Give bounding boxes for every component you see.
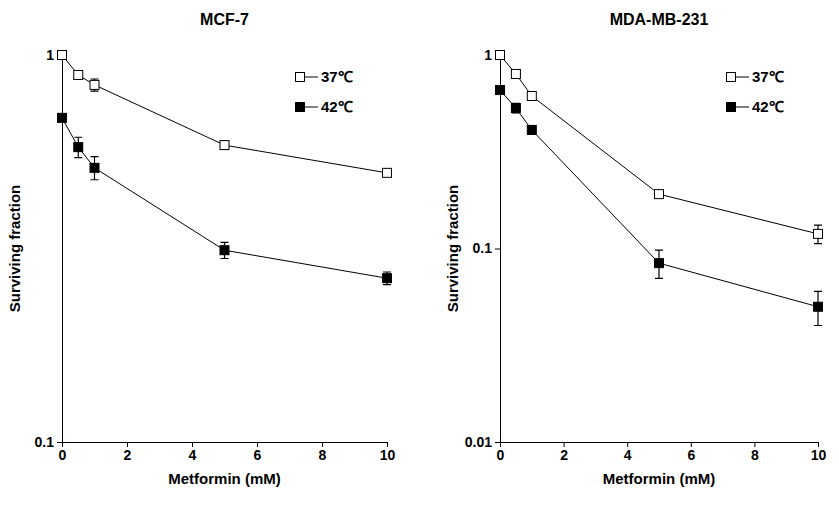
x-axis-title: Metformin (mM) <box>168 470 281 487</box>
x-tick-label: 4 <box>624 447 632 463</box>
x-tick-label: 0 <box>497 447 505 463</box>
error-bar <box>221 141 229 150</box>
x-tick: 4 <box>624 442 632 463</box>
data-point <box>220 246 229 255</box>
data-point <box>496 51 505 60</box>
series-line <box>500 55 818 234</box>
x-tick: 2 <box>560 442 568 463</box>
chart-title: MCF-7 <box>200 11 249 28</box>
y-tick-mark <box>57 442 62 443</box>
data-point <box>58 113 67 122</box>
x-tick-label: 0 <box>59 447 67 463</box>
data-point <box>90 163 99 172</box>
x-tick-label: 6 <box>687 447 695 463</box>
figure: 02468100.11MCF-7Metformin (mM)Surviving … <box>0 0 839 529</box>
y-tick-label: 1 <box>46 47 54 63</box>
x-tick: 6 <box>254 442 262 463</box>
x-tick: 10 <box>811 442 827 463</box>
data-point <box>220 141 229 150</box>
x-tick: 6 <box>687 442 695 463</box>
x-tick-label: 8 <box>751 447 759 463</box>
legend-label: 42℃ <box>321 98 353 115</box>
x-axis-line <box>501 443 819 448</box>
y-tick: 0.1 <box>473 240 500 256</box>
error-bar <box>814 291 822 325</box>
error-bar <box>91 157 99 180</box>
y-tick-label: 0.1 <box>473 240 493 256</box>
error-bar <box>814 225 822 243</box>
data-point <box>74 70 83 79</box>
legend: 37℃ 42℃ <box>296 68 353 115</box>
y-axis: 0.01 0.1 1 <box>465 47 501 450</box>
y-tick-mark <box>495 249 500 250</box>
y-axis-title: Surviving fraction <box>6 185 23 313</box>
data-point <box>511 104 520 113</box>
data-point <box>90 80 99 89</box>
series-line <box>500 90 818 307</box>
y-tick-label: 0.01 <box>465 434 492 450</box>
x-tick: 10 <box>380 442 396 463</box>
data-point <box>527 91 536 100</box>
x-tick-label: 2 <box>560 447 568 463</box>
x-tick: 0 <box>59 442 67 463</box>
plot-area <box>496 51 823 326</box>
y-axis-title: Surviving fraction <box>444 185 461 313</box>
error-bar <box>91 79 99 91</box>
data-point <box>496 86 505 95</box>
legend-label: 37℃ <box>321 68 353 85</box>
error-bar <box>655 250 663 278</box>
panel: 0 2 4 6 8 10 0.01 0.1 1 MDA-MB-231 Metformin (mM) S… <box>444 11 826 487</box>
x-tick: 2 <box>124 442 132 463</box>
x-tick: 4 <box>189 442 197 463</box>
legend: 37℃ 42℃ <box>727 68 784 115</box>
series-line <box>62 118 387 278</box>
panel: 02468100.11MCF-7Metformin (mM)Surviving … <box>6 11 395 487</box>
legend-marker <box>727 103 736 112</box>
y-tick-mark <box>495 442 500 443</box>
y-tick: 0.1 <box>35 434 62 450</box>
y-tick-label: 0.1 <box>35 434 55 450</box>
x-axis: 0 2 4 6 8 10 <box>59 442 396 463</box>
legend-label: 37℃ <box>752 68 784 85</box>
data-point <box>383 168 392 177</box>
data-point <box>527 125 536 134</box>
data-point <box>511 69 520 78</box>
x-tick: 8 <box>319 442 327 463</box>
data-point <box>74 143 83 152</box>
x-tick-label: 4 <box>189 447 197 463</box>
error-bar <box>74 137 82 157</box>
error-bar <box>221 242 229 258</box>
y-tick: 0.01 <box>465 434 500 450</box>
plot-area <box>58 51 392 285</box>
x-axis-title: Metformin (mM) <box>603 470 716 487</box>
data-point <box>655 259 664 268</box>
data-point <box>814 229 823 238</box>
x-tick-label: 10 <box>380 447 396 463</box>
x-axis: 0 2 4 6 8 10 <box>497 442 827 463</box>
data-point <box>814 302 823 311</box>
x-tick-label: 8 <box>319 447 327 463</box>
x-axis-line <box>63 443 388 448</box>
error-bar <box>512 103 520 112</box>
y-axis-line <box>495 56 501 443</box>
legend-marker <box>296 73 305 82</box>
x-tick-label: 10 <box>811 447 827 463</box>
data-point <box>655 190 664 199</box>
data-point <box>383 274 392 283</box>
x-tick: 8 <box>751 442 759 463</box>
x-tick-label: 2 <box>124 447 132 463</box>
chart-title: MDA-MB-231 <box>610 11 709 28</box>
y-tick-label: 1 <box>484 47 492 63</box>
data-point <box>58 51 67 60</box>
series-line <box>62 55 387 173</box>
x-tick-label: 6 <box>254 447 262 463</box>
y-axis: 0.11 <box>35 47 63 450</box>
error-bar <box>383 272 391 285</box>
legend-marker <box>296 103 305 112</box>
x-tick: 0 <box>497 442 505 463</box>
legend-marker <box>727 73 736 82</box>
error-bar <box>528 126 536 134</box>
legend-label: 42℃ <box>752 98 784 115</box>
